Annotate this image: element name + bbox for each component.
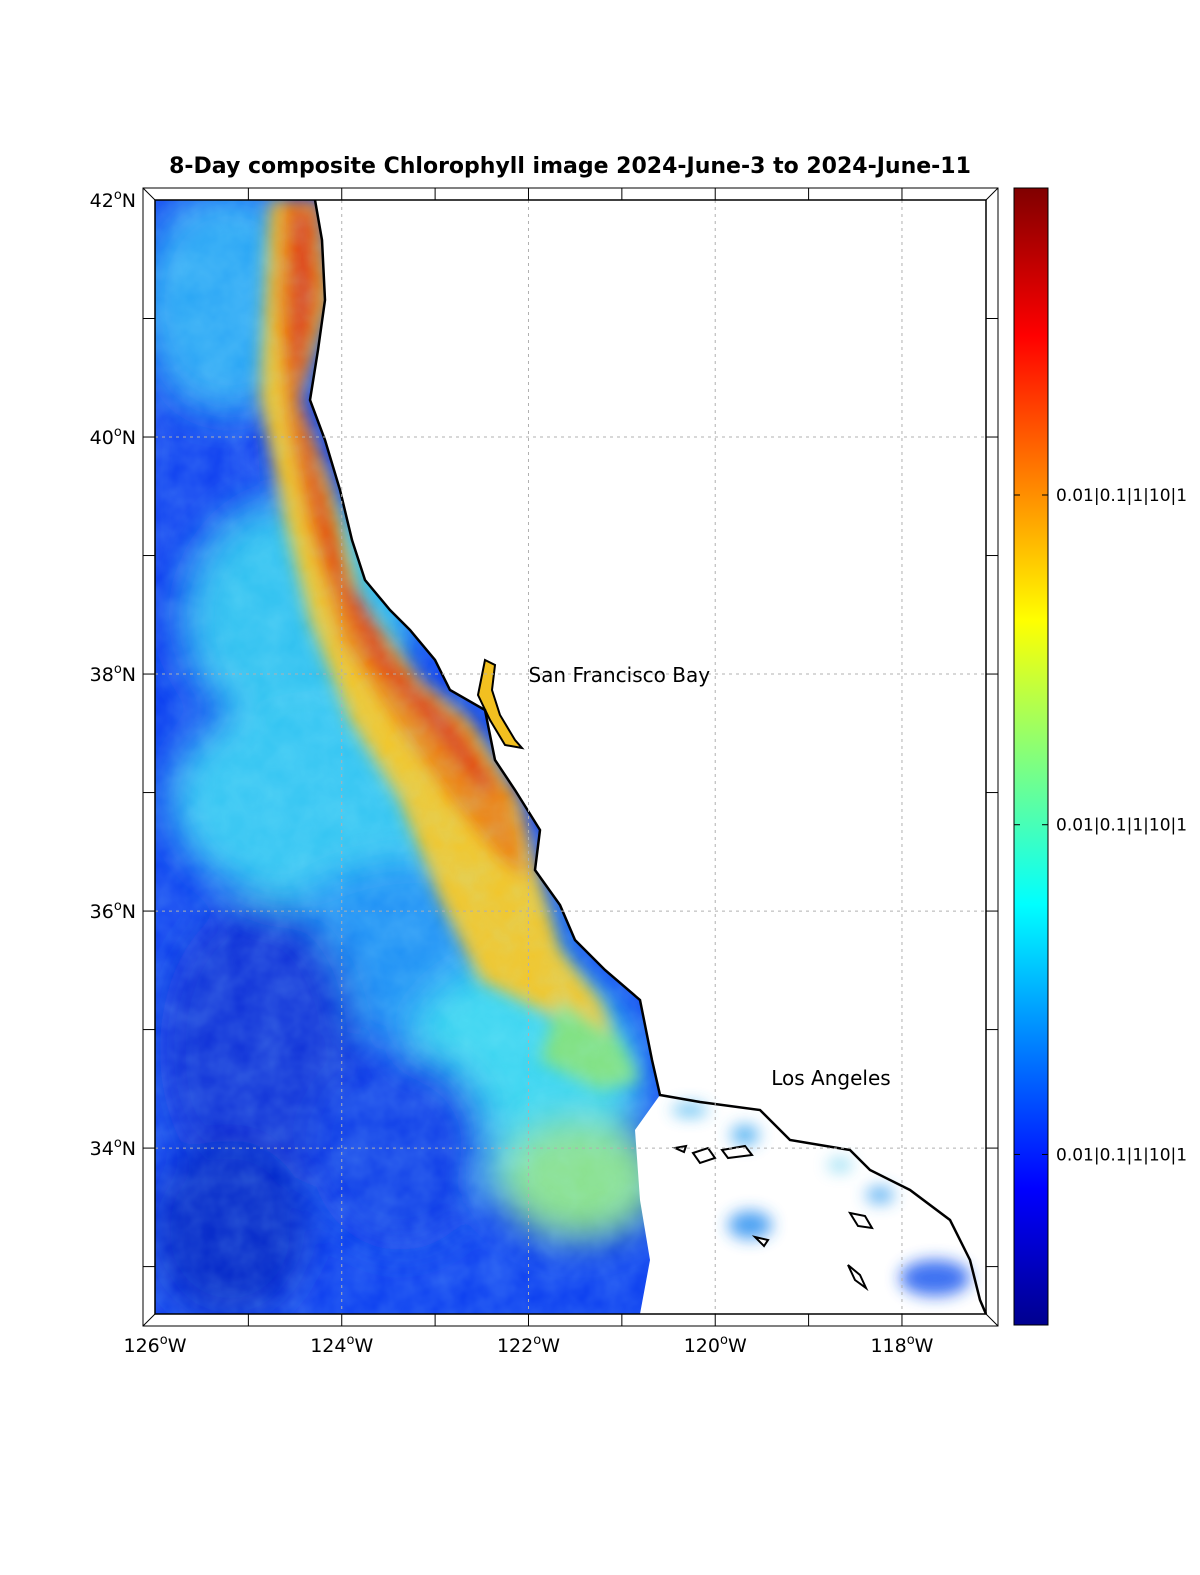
map-axes: 42oN 40oN 38oN 36oN 34oN 126oW 124oW 122oW 120oW… xyxy=(90,187,999,1357)
lon-tick-label: 126oW xyxy=(123,1333,186,1357)
lon-tick-label: 120oW xyxy=(684,1333,747,1357)
lat-tick-label: 40oN xyxy=(90,425,136,449)
map-frame-outer xyxy=(142,187,999,1327)
chlorophyll-raster xyxy=(155,200,986,1314)
lat-tick-label: 38oN xyxy=(90,662,136,686)
lat-tick-label: 42oN xyxy=(90,188,136,212)
place-labels: San Francisco Bay Los Angeles xyxy=(528,663,890,1090)
map-frame-inner xyxy=(154,199,987,1315)
map-title: 8-Day composite Chlorophyll image 2024-J… xyxy=(169,154,971,179)
lon-tick-label: 118oW xyxy=(870,1333,933,1357)
colorbar-ticks: 0.01|0.1|1|10|1 0.01|0.1|1|10|1 0.01|0.1|1… xyxy=(1014,486,1187,1165)
colorbar-tick-label: 0.01|0.1|1|10|1 xyxy=(1056,816,1187,836)
place-label: Los Angeles xyxy=(771,1066,890,1090)
lon-tick-label: 124oW xyxy=(310,1333,373,1357)
coastline xyxy=(308,199,988,1315)
colorbar-tick-label: 0.01|0.1|1|10|1 xyxy=(1056,1145,1187,1165)
lat-tick-label: 34oN xyxy=(90,1136,136,1160)
lat-tick-label: 36oN xyxy=(90,899,136,923)
lon-tick-label: 122oW xyxy=(497,1333,560,1357)
islands xyxy=(671,1144,874,1292)
colorbar xyxy=(1013,187,1049,1326)
colorbar-tick-label: 0.01|0.1|1|10|1 xyxy=(1056,486,1187,506)
place-label: San Francisco Bay xyxy=(528,663,710,687)
